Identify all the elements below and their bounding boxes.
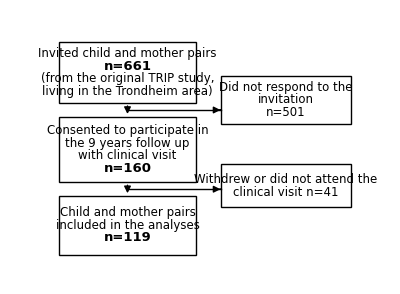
Text: invitation: invitation xyxy=(258,93,314,106)
Text: included in the analyses: included in the analyses xyxy=(56,219,200,232)
Text: Invited child and mother pairs: Invited child and mother pairs xyxy=(38,47,217,61)
Bar xyxy=(59,196,196,255)
Text: Consented to participate in: Consented to participate in xyxy=(47,124,208,137)
Text: (from the original TRIP study,: (from the original TRIP study, xyxy=(41,72,214,85)
Text: Child and mother pairs: Child and mother pairs xyxy=(60,206,196,220)
Text: the 9 years follow up: the 9 years follow up xyxy=(65,137,190,150)
Text: n=501: n=501 xyxy=(266,106,306,119)
Text: Withdrew or did not attend the: Withdrew or did not attend the xyxy=(194,173,377,186)
Text: n=119: n=119 xyxy=(104,231,151,244)
Text: Did not respond to the: Did not respond to the xyxy=(219,81,352,94)
Bar xyxy=(220,76,351,123)
Text: n=661: n=661 xyxy=(104,60,152,73)
Text: clinical visit n=41: clinical visit n=41 xyxy=(233,186,338,198)
Bar xyxy=(59,42,196,103)
Bar xyxy=(220,164,351,207)
Text: with clinical visit: with clinical visit xyxy=(78,149,177,162)
Bar xyxy=(59,117,196,182)
Text: n=160: n=160 xyxy=(104,162,152,175)
Text: living in the Trondheim area): living in the Trondheim area) xyxy=(42,85,213,98)
